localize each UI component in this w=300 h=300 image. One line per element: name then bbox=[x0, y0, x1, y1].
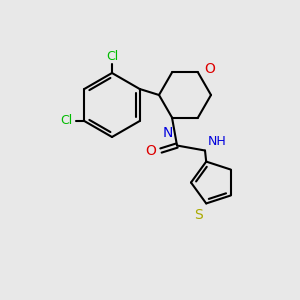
Text: Cl: Cl bbox=[106, 50, 118, 63]
Text: S: S bbox=[194, 208, 203, 222]
Text: N: N bbox=[163, 125, 173, 140]
Text: O: O bbox=[204, 62, 215, 76]
Text: NH: NH bbox=[208, 134, 227, 148]
Text: Cl: Cl bbox=[60, 115, 72, 128]
Text: O: O bbox=[145, 143, 156, 158]
